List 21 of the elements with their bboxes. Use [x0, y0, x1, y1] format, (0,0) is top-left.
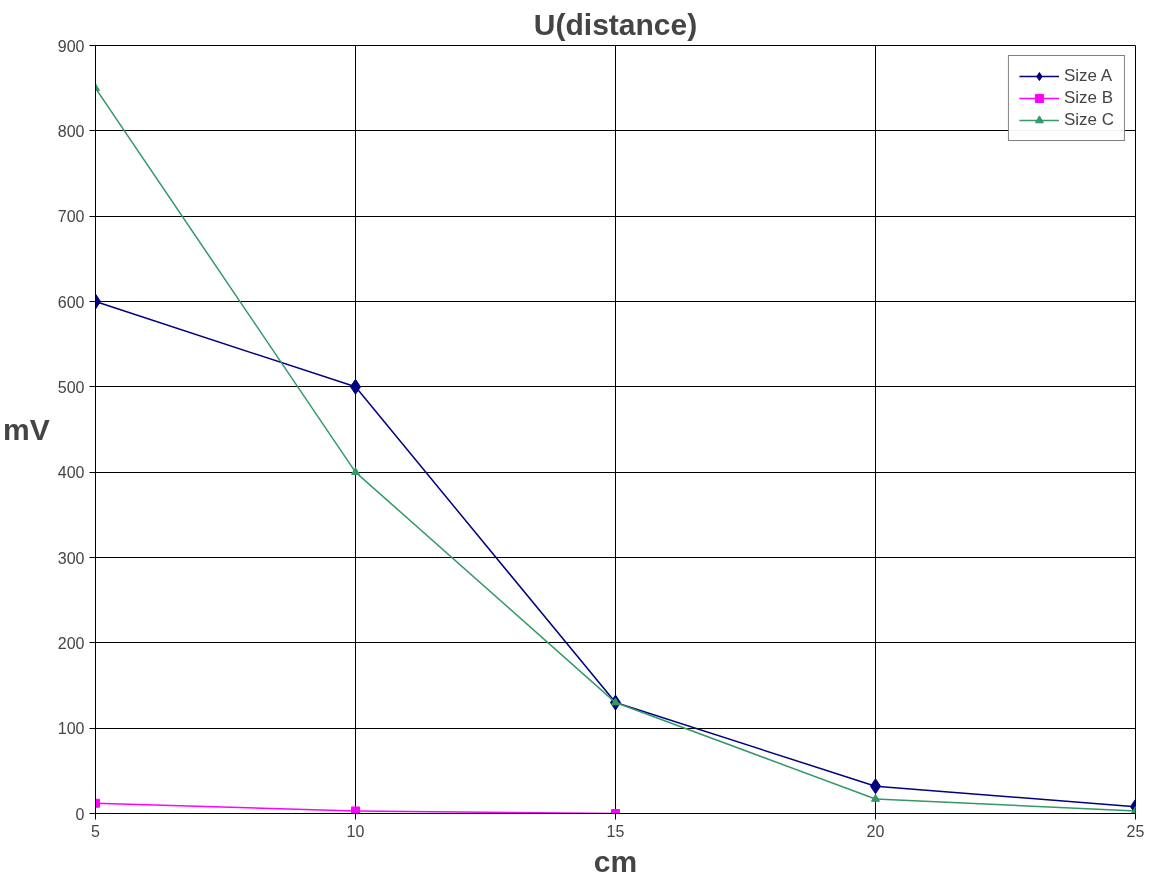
y-tick-label: 500 [57, 378, 85, 396]
y-axis-title: mV [3, 413, 50, 446]
chart-title: U(distance) [533, 7, 698, 41]
legend-label: Size B [1063, 88, 1114, 108]
y-tick-label: 300 [57, 549, 85, 567]
y-tick-label: 200 [57, 634, 85, 652]
x-axis-title: cm [593, 844, 638, 878]
y-tick-label: 400 [57, 464, 85, 482]
y-tick-label: 100 [57, 720, 85, 738]
x-tick-label: 10 [346, 822, 365, 840]
x-tick-label: 25 [1126, 822, 1145, 840]
y-tick-label: 0 [75, 805, 85, 823]
y-tick-label: 800 [57, 122, 85, 140]
y-tick-label: 600 [57, 293, 85, 311]
x-tick-label: 5 [91, 822, 101, 840]
x-tick-label: 15 [606, 822, 625, 840]
x-tick-label: 20 [866, 822, 885, 840]
legend-label: Size A [1063, 66, 1113, 86]
y-tick-label: 700 [57, 208, 85, 226]
y-tick-label: 900 [57, 37, 85, 55]
legend-label: Size C [1063, 110, 1114, 130]
